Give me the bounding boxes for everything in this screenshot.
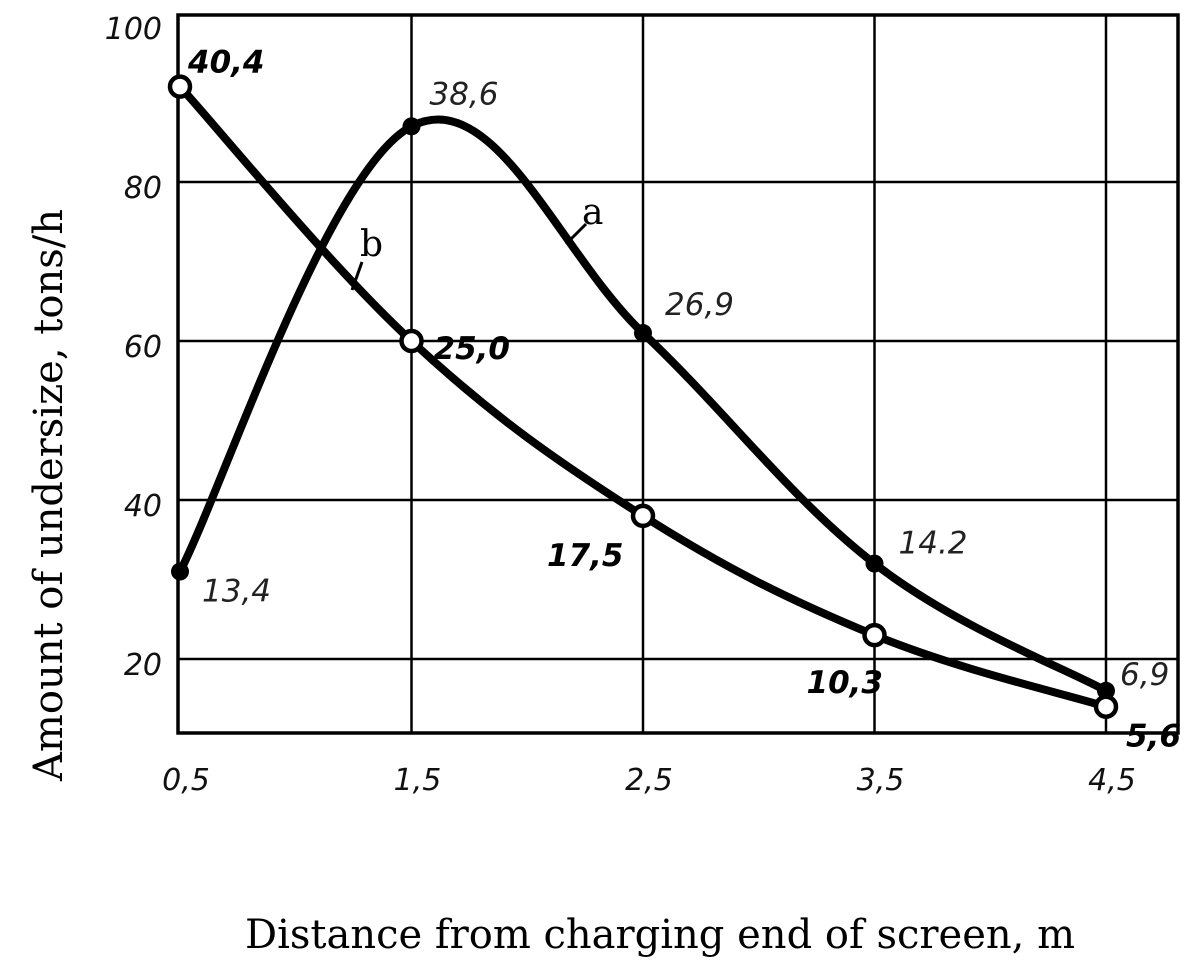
x-tick-label: 3,5 (857, 763, 905, 798)
y-tick-label: 20 (124, 648, 162, 683)
series-b-name-label: b (360, 224, 383, 265)
series-b-point (862, 622, 887, 648)
series-a-point (1097, 681, 1115, 700)
series-a-point (402, 117, 421, 136)
series-b-value-label: 25,0 (434, 331, 511, 367)
x-tick-label: 2,5 (625, 763, 673, 798)
series-b-point (1093, 694, 1119, 719)
series-a-value-label: 13,4 (202, 574, 271, 610)
series-a-value-label: 26,9 (665, 287, 734, 323)
series-layer (167, 74, 1119, 719)
series-a-line (176, 115, 1110, 695)
plot-frame (176, 13, 1180, 735)
series-a-value-label: 14.2 (899, 526, 968, 562)
grid (176, 13, 1180, 735)
y-tick-label: 80 (124, 171, 162, 206)
series-a-point (171, 562, 189, 581)
y-tick-label: 40 (124, 489, 162, 524)
series-b-leader-line (350, 261, 364, 291)
series-b-point (630, 503, 656, 529)
y-tick-label: 60 (124, 330, 162, 365)
x-tick-label: 1,5 (394, 763, 442, 798)
series-b-line (176, 82, 1110, 711)
series-b-value-label: 5,6 (1126, 719, 1181, 755)
label-layer: 0,5 1,5 2,5 3,5 4,5 20 40 60 80 100 13,4 38,6 26,9 14… (105, 12, 1181, 798)
series-a-point (865, 554, 884, 573)
x-axis-title: Distance from charging end of screen, m (245, 912, 1075, 958)
series-a-value-label: 6,9 (1120, 657, 1169, 693)
series-a-leader-line (564, 222, 588, 246)
x-tick-label: 4,5 (1088, 763, 1136, 798)
series-a-name-label: a (582, 192, 603, 233)
x-tick-label: 0,5 (162, 763, 210, 798)
y-tick-label: 100 (105, 12, 162, 47)
series-b-value-label: 40,4 (187, 45, 265, 81)
series-b-value-label: 10,3 (807, 665, 884, 701)
series-a-point (634, 324, 652, 343)
series-b-point (167, 74, 193, 99)
series-b-value-label: 17,5 (547, 538, 624, 574)
series-b-point (399, 328, 424, 354)
series-a-value-label: 38,6 (430, 76, 499, 112)
y-axis-title: Amount of undersize, tons/h (26, 209, 72, 782)
